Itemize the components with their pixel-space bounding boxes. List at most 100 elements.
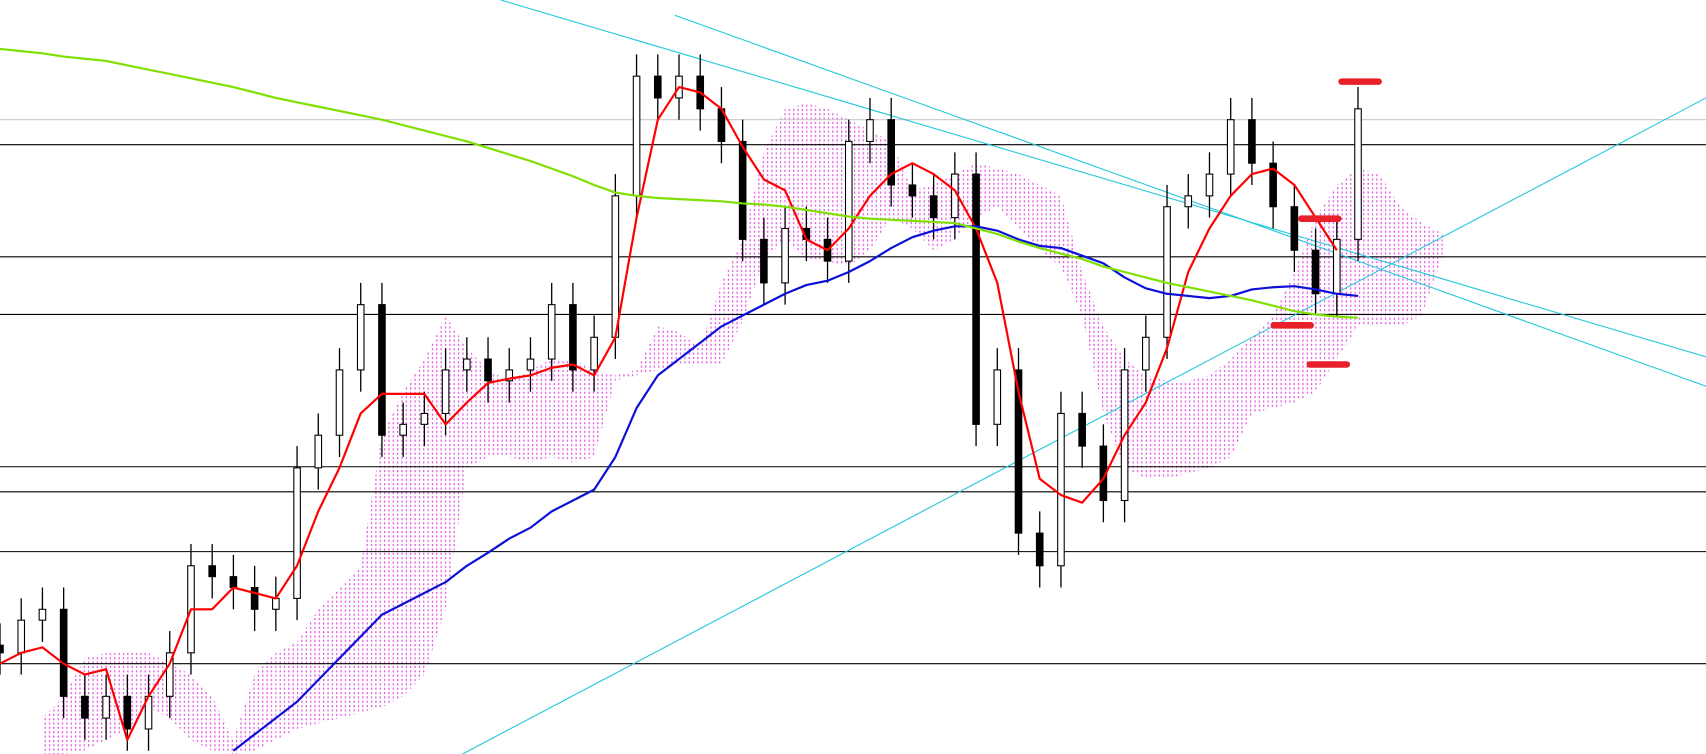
cloud-segment (381, 391, 404, 708)
cloud-segment (233, 674, 255, 754)
candle-body (165, 652, 174, 697)
candle-body (866, 119, 874, 142)
candle-body (569, 304, 577, 371)
candle-body (760, 238, 768, 284)
candle-body (250, 586, 259, 610)
cloud-segment (827, 108, 849, 267)
candle-body (781, 227, 789, 284)
candle-body (844, 140, 853, 262)
moving-average-line (0, 85, 1338, 741)
cloud-segment (63, 658, 85, 754)
candle-body (738, 140, 747, 240)
cloud-segment (1421, 223, 1443, 316)
cloud-segment (530, 359, 552, 463)
moving-average-line (0, 47, 1359, 319)
candle-body (378, 304, 386, 436)
cloud-segment (509, 369, 531, 463)
trendline (500, 0, 1706, 358)
candle-body (526, 358, 535, 371)
cloud-segment (848, 119, 870, 267)
candle-body (1226, 119, 1235, 175)
cloud-segment (297, 609, 319, 729)
candle-body (1290, 206, 1299, 251)
cloud-segment (254, 652, 276, 751)
cloud-segment (1103, 326, 1125, 468)
candle-body (17, 619, 26, 654)
cloud-segment (1379, 174, 1401, 327)
candle-body (1078, 412, 1086, 447)
cloud-segment (106, 652, 128, 740)
cloud-segment (1400, 206, 1422, 327)
cloud-segment (84, 652, 107, 751)
cloud-segment (615, 369, 637, 381)
candle-body (81, 695, 89, 719)
cloud-segment (933, 174, 955, 251)
candle-body (399, 423, 407, 436)
cloud-segment (700, 282, 722, 365)
moving-average-line (232, 225, 1359, 752)
cloud-segment (594, 369, 616, 457)
cloud-segment (127, 652, 149, 729)
candle-body (123, 695, 132, 730)
cloud-segment (1209, 359, 1231, 468)
cloud-segment (1315, 184, 1337, 392)
cloud-segment (42, 696, 64, 754)
candle-body (356, 304, 365, 371)
candle-body (484, 358, 492, 382)
candle-body (993, 369, 1002, 425)
candle-body (102, 695, 110, 719)
cloud-segment (275, 641, 298, 740)
cloud-segment (1167, 380, 1189, 479)
candle-body (1035, 532, 1044, 567)
cloud-segment (1188, 375, 1210, 474)
candle-body (0, 644, 4, 654)
cloud-segment (212, 696, 234, 754)
candle-body (1248, 119, 1256, 164)
cloud-segment (997, 168, 1019, 229)
cloud-segment (318, 587, 340, 724)
cloud-segment (1358, 168, 1380, 327)
cloud-segment (551, 359, 573, 463)
cloud-segment (339, 565, 361, 719)
candle-body (293, 467, 301, 599)
candle-body (1354, 108, 1362, 240)
cloud-segment (1251, 315, 1274, 414)
candle-body (632, 75, 641, 197)
cloud-segment (403, 359, 425, 697)
candle-body (1184, 195, 1193, 208)
cloud-segment (1018, 174, 1040, 251)
candle-body (547, 304, 556, 360)
candle-body (463, 358, 471, 371)
candle-body (908, 184, 917, 197)
candle-body (1057, 412, 1065, 567)
cloud-segment (721, 239, 743, 365)
candle-body (1205, 173, 1214, 197)
cloud-segment (190, 674, 213, 751)
candle-body (590, 336, 598, 371)
cloud-segment (742, 152, 764, 321)
candle-body (441, 369, 450, 414)
cloud-segment (1336, 168, 1359, 360)
candle-body (505, 369, 514, 382)
candle-body (887, 119, 896, 186)
candle-body (335, 369, 344, 436)
cloud-segment (572, 359, 595, 463)
candle-body (59, 608, 68, 697)
cloud-segment (891, 141, 913, 229)
candle-body (229, 576, 238, 589)
candle-body (1311, 249, 1320, 295)
cloud-segment (466, 348, 489, 468)
cloud-segment (148, 652, 170, 719)
candle-body (653, 75, 662, 99)
candle-body (972, 173, 980, 425)
cloud-segment (488, 369, 510, 457)
cloud-segment (360, 435, 382, 713)
candle-body (1014, 369, 1023, 534)
candle-body (1142, 336, 1150, 371)
cloud-segment (785, 103, 807, 262)
candle-body (272, 597, 280, 610)
cloud-segment (636, 326, 658, 376)
cloud-segment (445, 315, 467, 610)
candle-body (1163, 206, 1171, 338)
